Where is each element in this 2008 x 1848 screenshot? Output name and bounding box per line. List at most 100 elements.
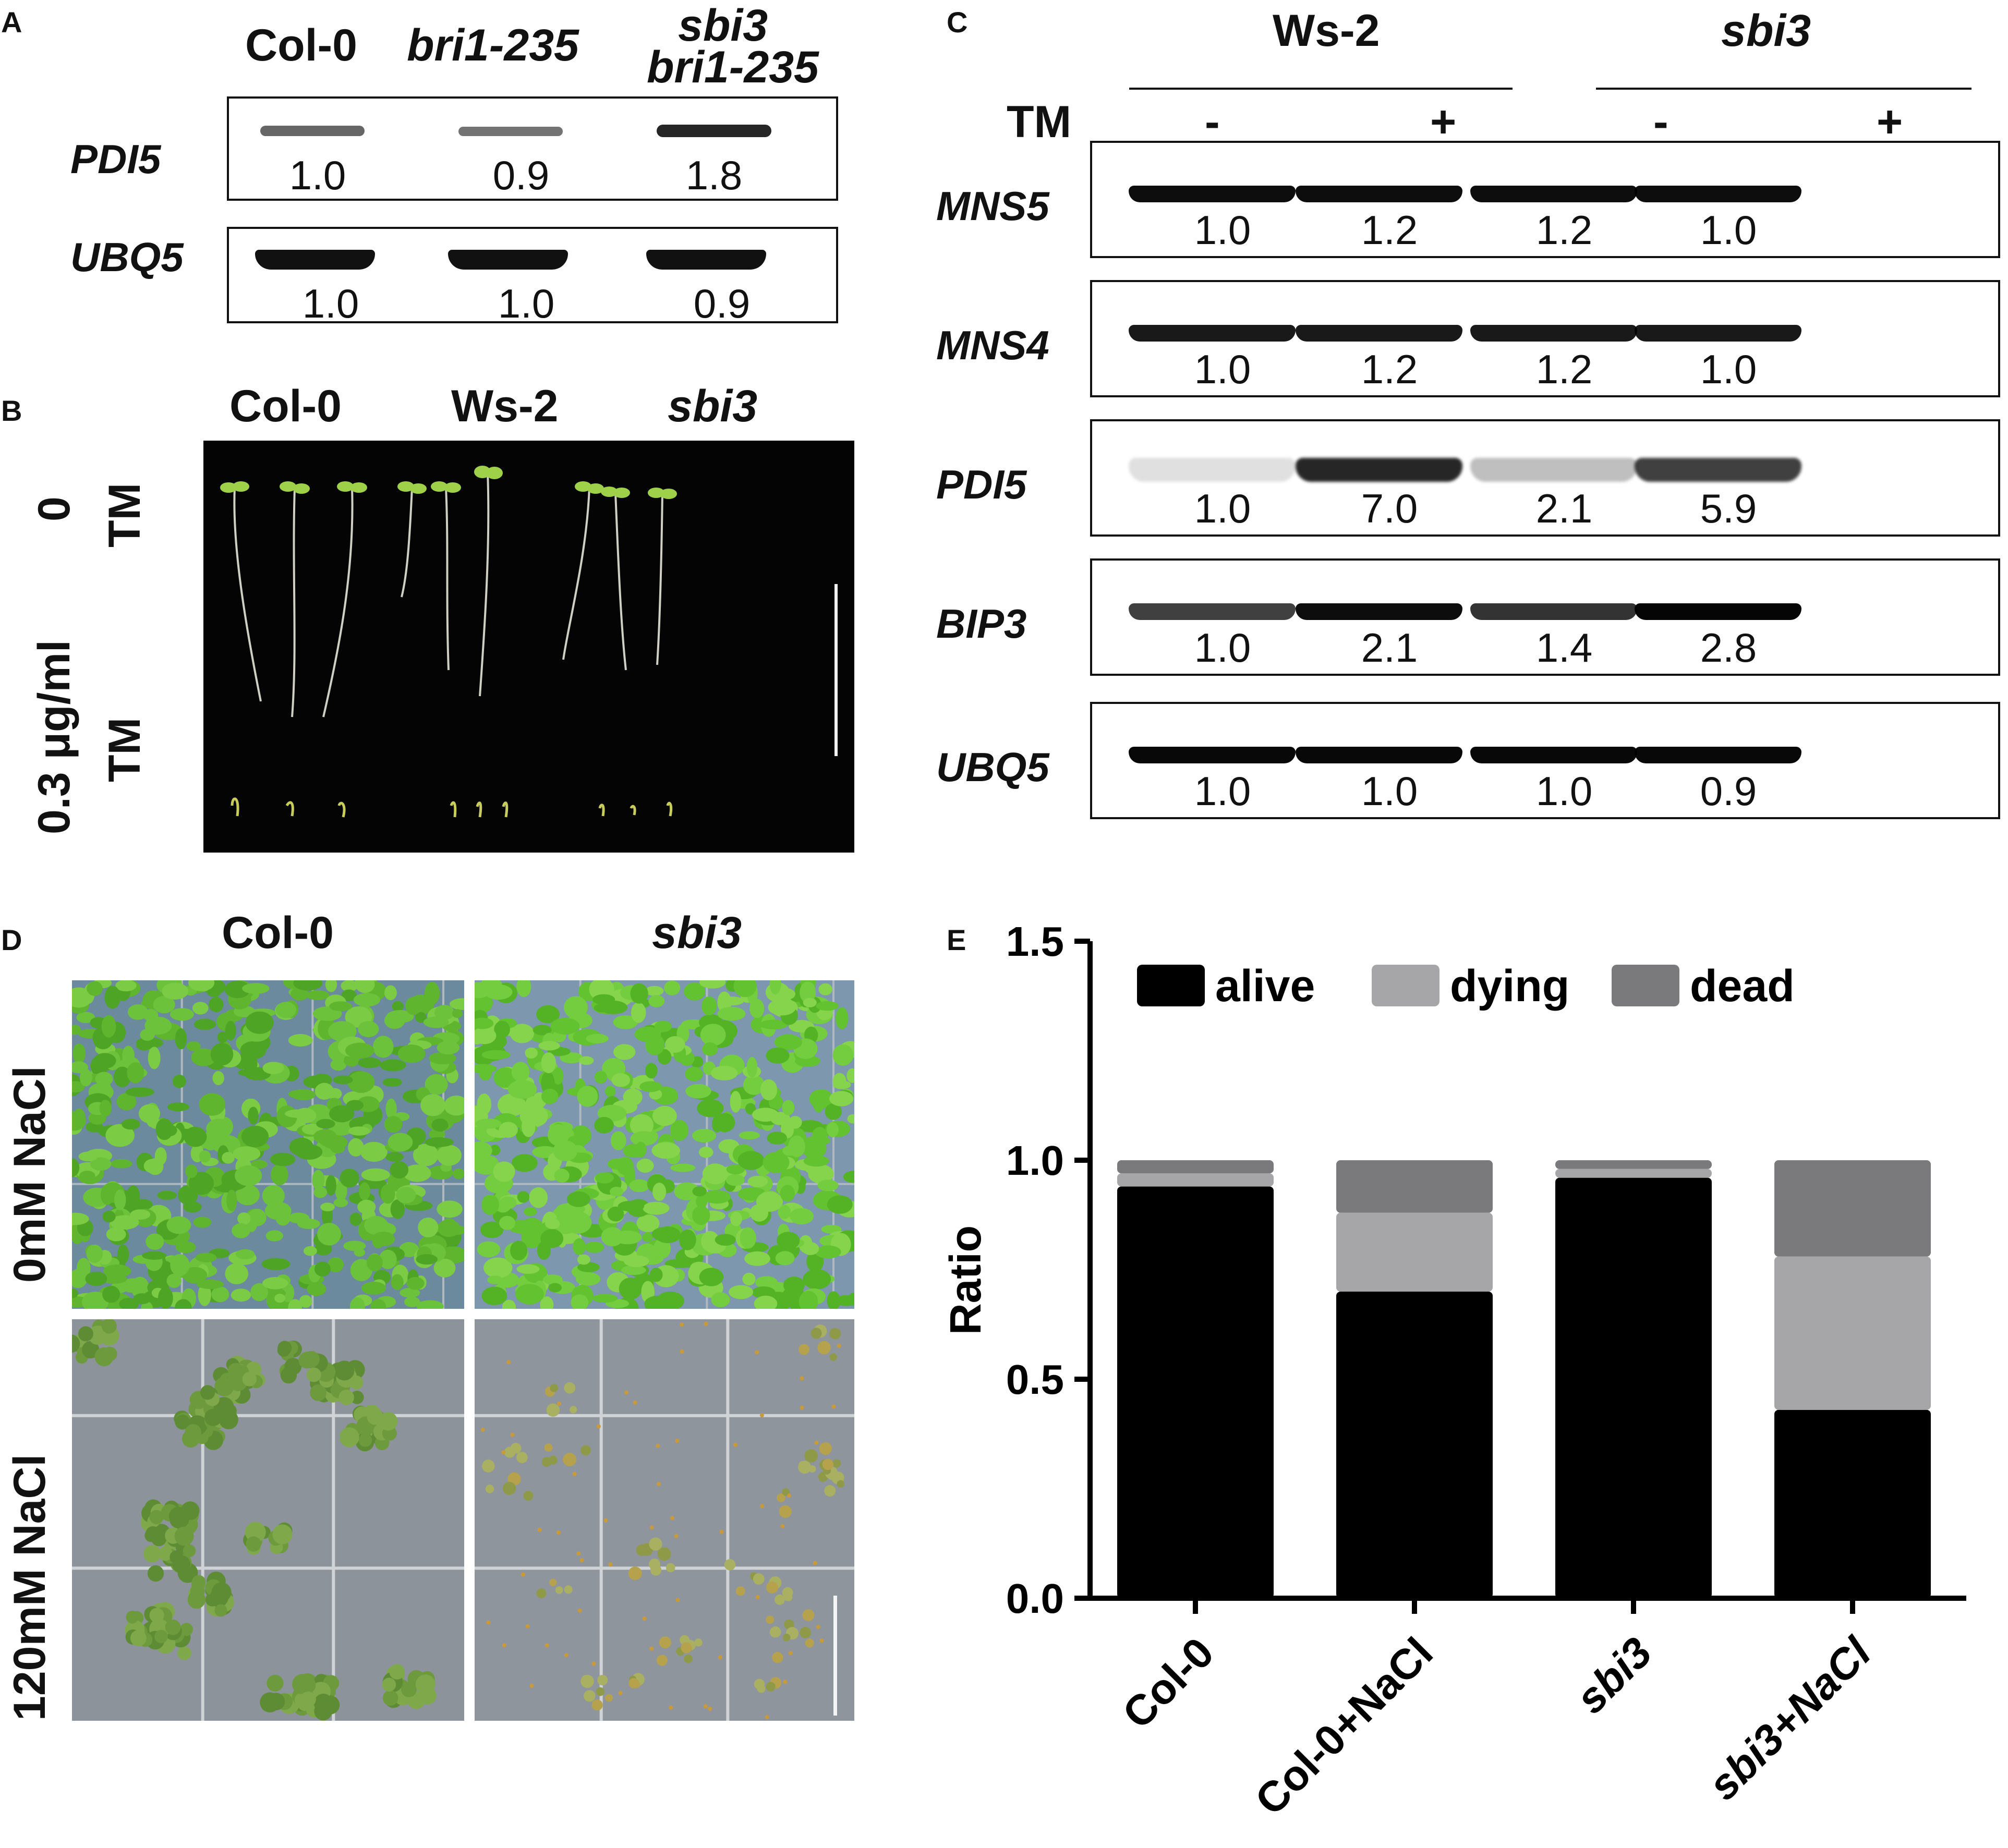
bar-dead [1117, 1160, 1274, 1174]
legend-label: alive [1215, 961, 1315, 1011]
panel-c-tm-label: TM [1007, 97, 1072, 147]
value: 1.4 [1535, 625, 1593, 671]
band [458, 127, 563, 136]
value: 1.2 [1535, 207, 1593, 253]
panel-b-row-03: 0.3 μg/ml [29, 640, 79, 834]
panel-d-photo-col0-120mM [72, 1319, 464, 1721]
panel-b-row-tm-bottom: TM [100, 717, 150, 782]
value: 5.9 [1700, 485, 1757, 531]
panel-a-blot-pdi5: 1.0 0.9 1.8 [227, 96, 838, 201]
legend-label: dead [1690, 961, 1795, 1011]
bar-alive [1774, 1409, 1931, 1598]
panel-b-seedling-photo [203, 441, 854, 853]
value: 1.0 [1535, 768, 1593, 814]
panel-c-blot: 1.0 1.2 1.2 1.0 [1090, 280, 2000, 397]
bar-alive [1117, 1186, 1274, 1598]
bar-alive [1336, 1292, 1493, 1598]
panel-c-blot: 1.0 2.1 1.4 2.8 [1090, 558, 2000, 676]
panel-c-blot: 1.0 1.2 1.2 1.0 [1090, 141, 2000, 258]
value: 1.0 [1194, 207, 1251, 253]
salt-drawing [475, 1319, 854, 1721]
x-tick-label: Col-0 [1114, 1628, 1223, 1737]
lawn-drawing [475, 980, 854, 1309]
value: 1.0 [1194, 768, 1251, 814]
panel-c-gene-label: BIP3 [936, 601, 1027, 647]
panel-b-letter: B [1, 394, 22, 427]
band [260, 126, 365, 136]
band [1129, 458, 1296, 482]
value: 7.0 [1361, 485, 1418, 531]
legend-swatch-alive [1137, 965, 1205, 1006]
value: 2.1 [1361, 625, 1418, 671]
value: 1.0 [498, 281, 555, 326]
panel-c-letter: C [947, 6, 968, 39]
band [1470, 186, 1637, 202]
tm-sign: + [1430, 97, 1457, 147]
panel-c-group-line-ws2 [1129, 88, 1513, 90]
panel-b-col-col0: Col-0 [229, 381, 342, 431]
salt-drawing [72, 1319, 464, 1721]
band [1129, 747, 1296, 763]
value: 1.2 [1361, 346, 1418, 392]
band [1296, 747, 1462, 763]
panel-b-col-sbi3: sbi3 [668, 381, 758, 431]
panel-c-blot: 1.0 1.0 1.0 0.9 [1090, 702, 2000, 819]
panel-c-gene-label: UBQ5 [936, 744, 1049, 790]
y-tick-label: 1.5 [1006, 918, 1064, 965]
band [1129, 186, 1296, 202]
y-tick-label: 0.5 [1006, 1356, 1064, 1403]
x-tick-label: sbi3 [1567, 1628, 1661, 1722]
value: 1.8 [685, 152, 743, 198]
band [1635, 186, 1801, 202]
panel-c-gene-label: MNS5 [936, 183, 1049, 229]
bar-dying [1117, 1173, 1274, 1187]
legend-swatch-dead [1612, 965, 1679, 1006]
panel-a-col-sbi3-bri1: bri1-235 [647, 42, 819, 92]
panel-c-group-ws2: Ws-2 [1273, 6, 1380, 56]
panel-a-col-sbi3: sbi3 [678, 1, 768, 51]
band [1296, 186, 1462, 202]
panel-d-row-0mM: 0mM NaCl [5, 1066, 55, 1283]
band [1470, 603, 1637, 620]
bar-dying [1774, 1256, 1931, 1410]
bar-alive [1555, 1177, 1712, 1598]
panel-d-letter: D [1, 923, 22, 956]
value: 1.2 [1535, 346, 1593, 392]
bar-dead [1336, 1160, 1493, 1213]
panel-c-group-line-sbi3 [1596, 88, 1971, 90]
y-axis-label: Ratio [941, 1225, 990, 1335]
value: 0.9 [1700, 768, 1757, 814]
panel-c-blot: 1.0 7.0 2.1 5.9 [1090, 419, 2000, 537]
value: 1.2 [1361, 207, 1418, 253]
band [657, 125, 771, 137]
band [1129, 325, 1296, 342]
band [1470, 747, 1637, 763]
panel-d-photo-sbi3-120mM [475, 1319, 854, 1721]
panel-a-blot-ubq5: 1.0 1.0 0.9 [227, 227, 838, 326]
value: 0.9 [492, 152, 550, 198]
band [1470, 458, 1637, 482]
band [1635, 603, 1801, 620]
band [255, 250, 375, 270]
panel-d-row-120mM: 120mM NaCl [5, 1454, 55, 1721]
bar-dead [1555, 1160, 1712, 1169]
stacked-bar-chart: 0.0 0.5 1.0 1.5 Ratio Col-0 Col-0+NaCl sbi3 sbi3… [941, 918, 1966, 1825]
band [1635, 458, 1801, 482]
panel-c-gene-label: PDI5 [936, 461, 1027, 507]
value: 1.0 [1194, 625, 1251, 671]
tm-sign: - [1653, 97, 1668, 147]
tm-sign: + [1877, 97, 1903, 147]
value: 1.0 [1194, 346, 1251, 392]
seedlings-drawing [220, 466, 838, 818]
band [1635, 747, 1801, 763]
value: 2.8 [1700, 625, 1757, 671]
panel-d-col-col0: Col-0 [222, 908, 334, 958]
value: 1.0 [1194, 485, 1251, 531]
band [1470, 325, 1637, 342]
bar-dead [1774, 1160, 1931, 1257]
panel-b-row-0: 0 [29, 496, 79, 521]
panel-a-gene-ubq5: UBQ5 [70, 234, 184, 280]
band [1129, 603, 1296, 620]
band [1296, 458, 1462, 482]
panel-d-photo-sbi3-0mM [475, 980, 854, 1309]
